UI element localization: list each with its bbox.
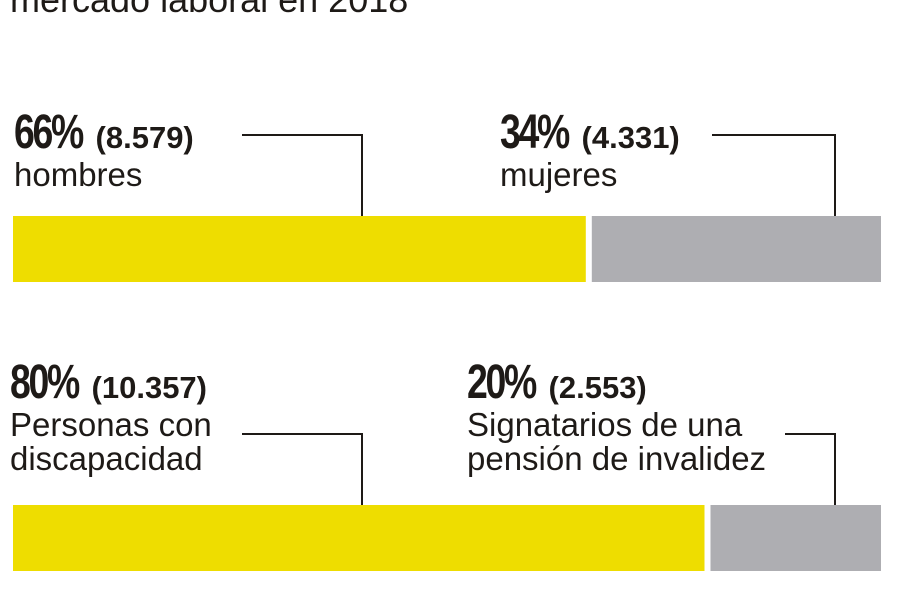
description-line: pensión de invalidez xyxy=(467,440,767,477)
count-label: (10.357) xyxy=(91,370,207,405)
count-label: (2.553) xyxy=(548,370,647,405)
label-signatarios-pension: 20% (2.553) Signatarios de una pensión d… xyxy=(467,358,766,476)
leader-line xyxy=(712,134,836,216)
leader-line xyxy=(785,433,836,505)
bar-signatarios-pension xyxy=(710,505,881,571)
count-label: (4.331) xyxy=(581,120,680,155)
description-line: Signatarios de una xyxy=(467,406,743,443)
description-line: hombres xyxy=(14,156,143,193)
label-hombres: 66% (8.579) hombres xyxy=(14,108,194,192)
label-mujeres: 34% (4.331) mujeres xyxy=(500,108,680,192)
count-label: (8.579) xyxy=(95,120,194,155)
bar-hombres xyxy=(13,216,586,282)
description-line: mujeres xyxy=(500,156,618,193)
bar-personas-con-discapacidad xyxy=(13,505,705,571)
chart-title: mercado laboral en 2018 xyxy=(10,0,408,22)
percent-label: 66% xyxy=(14,106,84,159)
percent-label: 20% xyxy=(467,356,537,409)
label-personas-con-discapacidad: 80% (10.357) Personas con discapacidad xyxy=(10,358,212,476)
bar-mujeres xyxy=(591,216,881,282)
description-line: Personas con xyxy=(10,406,212,443)
description-line: discapacidad xyxy=(10,440,203,477)
leader-line xyxy=(242,433,363,505)
percent-label: 34% xyxy=(500,106,570,159)
percent-label: 80% xyxy=(10,356,80,409)
leader-line xyxy=(242,134,363,216)
